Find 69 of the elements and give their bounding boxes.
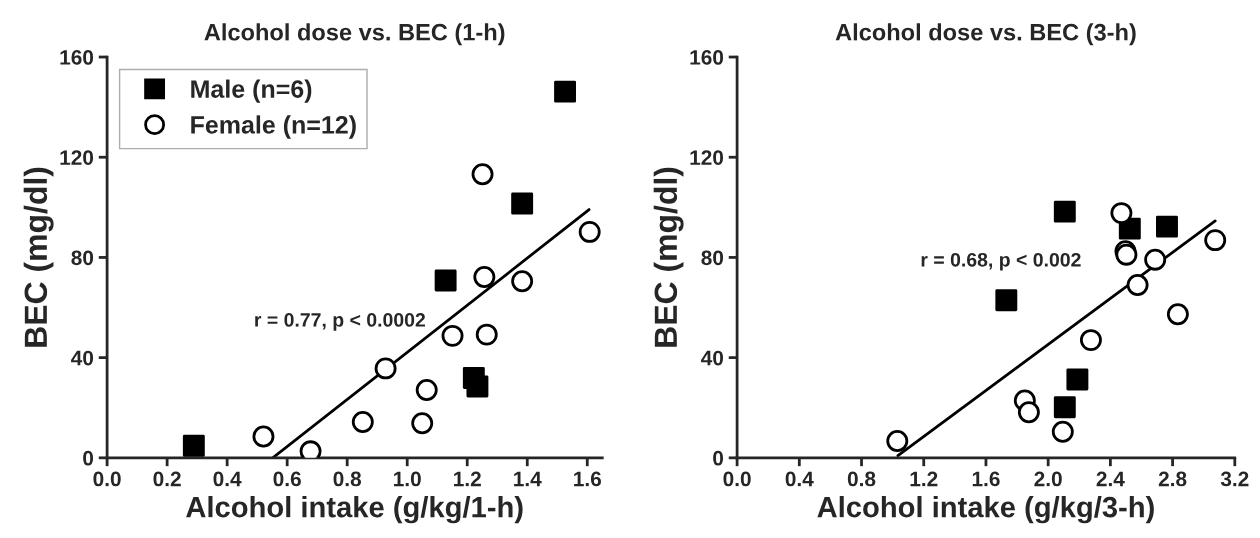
y-tick-label: 0 [713, 450, 724, 466]
y-tick-label: 80 [701, 250, 724, 266]
point [473, 266, 496, 288]
y-axis-title: BEC (mg/dl) [653, 167, 684, 347]
point [1017, 401, 1040, 424]
point [511, 192, 534, 215]
x-tick-label: 0.4 [213, 471, 242, 487]
x-tick-label: 0.4 [785, 471, 814, 487]
x-tick-label: 1.2 [910, 471, 938, 487]
point [1051, 420, 1074, 443]
annotation: r = 0.68, p < 0.002 [921, 252, 1081, 271]
x-tick-label: 1.4 [514, 471, 542, 487]
point [434, 269, 457, 292]
point [466, 375, 489, 398]
y-axis-title: BEC (mg/dl) [23, 167, 54, 347]
point [415, 378, 438, 401]
x-tick-label: 1.6 [972, 471, 1000, 487]
x-axis-title: Alcohol intake (g/kg/3-h) [817, 496, 1154, 524]
point [1166, 303, 1189, 326]
x-tick-label: 2.4 [1096, 471, 1125, 487]
legend-label: Female (n=12) [191, 115, 356, 139]
y-tick-label: 120 [60, 150, 94, 165]
point [1079, 329, 1102, 352]
point [1053, 396, 1076, 419]
point [886, 430, 909, 453]
x-tick-label: 2.8 [1158, 471, 1187, 487]
x-tick-label: 0.2 [153, 471, 181, 487]
point [351, 411, 374, 433]
point [1118, 217, 1141, 240]
y-tick-label: 0 [83, 450, 94, 466]
x-tick-label: 0.8 [847, 471, 876, 487]
x-tick-label: 0.6 [273, 471, 301, 487]
x-tick-label: 1.2 [454, 471, 481, 487]
point [1110, 202, 1133, 225]
point [374, 357, 397, 380]
point [511, 270, 534, 293]
y-tick-label: 120 [690, 150, 724, 165]
point [411, 412, 434, 435]
annotation: r = 0.77, p < 0.0002 [255, 313, 425, 331]
point [1066, 368, 1089, 391]
chart-title: Alcohol dose vs. BEC (3-h) [835, 23, 1136, 46]
x-tick-label: 3.2 [1220, 471, 1249, 487]
y-tick-label: 40 [701, 350, 724, 366]
x-tick-label: 0.8 [333, 471, 362, 487]
x-tick-label: 0.0 [93, 471, 121, 487]
x-axis-title: Alcohol intake (g/kg/1-h) [186, 496, 523, 524]
y-tick-label: 40 [71, 350, 94, 366]
point [995, 289, 1018, 312]
point [1144, 248, 1167, 271]
point [1053, 200, 1076, 223]
point [554, 80, 577, 103]
x-tick-label: 0.0 [723, 471, 751, 487]
point [1156, 215, 1178, 238]
legend-label: Male (n=6) [191, 79, 312, 103]
x-tick-label: 1.6 [574, 471, 601, 487]
point [578, 220, 601, 243]
y-tick-label: 160 [60, 50, 94, 65]
x-tick-label: 2.0 [1034, 471, 1062, 487]
y-tick-label: 80 [71, 250, 94, 266]
x-tick-label: 1.0 [394, 471, 421, 487]
point [475, 323, 498, 346]
y-tick-label: 160 [690, 50, 724, 65]
point [252, 425, 275, 448]
point [182, 434, 205, 457]
point [441, 324, 464, 347]
point [1126, 274, 1149, 296]
point [1204, 229, 1227, 252]
point [471, 163, 494, 186]
chart-title: Alcohol dose vs. BEC (1-h) [204, 23, 505, 46]
